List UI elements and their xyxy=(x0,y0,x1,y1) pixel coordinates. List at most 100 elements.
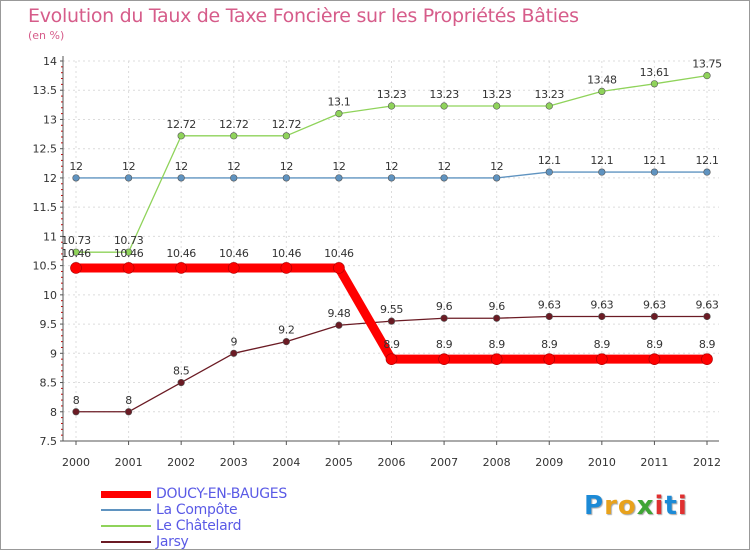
data-label-1: 12.1 xyxy=(696,154,719,167)
legend-swatch-doucy xyxy=(101,491,151,498)
data-label-0: 10.46 xyxy=(219,247,249,260)
series-group xyxy=(70,72,713,416)
data-point-3 xyxy=(493,314,501,322)
data-point-2 xyxy=(703,72,711,80)
x-tick-label: 2011 xyxy=(640,456,668,469)
x-tick-label: 2009 xyxy=(535,456,563,469)
data-point-3 xyxy=(598,312,606,321)
logo-letter: o xyxy=(617,491,637,521)
data-label-1: 12.1 xyxy=(590,154,613,167)
data-point-2 xyxy=(440,102,448,110)
data-label-0: 10.46 xyxy=(61,247,91,260)
data-labels: 8 8 8.5 9 9.2 9.48 9.55 9.6 9.6 9.63 9.63 9.63 9.63 1… xyxy=(61,58,722,407)
data-point-2 xyxy=(335,110,343,118)
data-label-1: 12 xyxy=(280,160,293,173)
data-label-2: 13.1 xyxy=(327,96,350,109)
x-tick-label: 2008 xyxy=(483,456,511,469)
data-point-0 xyxy=(438,353,450,365)
data-label-2: 10.73 xyxy=(114,234,144,247)
y-tick-label: 7.5 xyxy=(40,435,58,448)
legend-swatch-compote xyxy=(101,509,151,511)
data-point-3 xyxy=(440,314,448,322)
unit-label: (en %) xyxy=(28,29,65,42)
data-point-0 xyxy=(648,353,661,365)
data-point-0 xyxy=(333,262,345,274)
data-label-1: 12 xyxy=(437,160,450,173)
data-label-3: 9.6 xyxy=(436,300,453,313)
data-point-1 xyxy=(177,174,185,182)
y-tick-label: 13 xyxy=(43,113,57,126)
data-label-3: 9.63 xyxy=(696,298,719,311)
legend-label-jarsy: Jarsy xyxy=(156,534,189,550)
data-label-0: 8.9 xyxy=(541,338,558,351)
y-tick-label: 10.5 xyxy=(33,260,58,273)
data-label-2: 13.23 xyxy=(535,88,565,101)
legend-item-jarsy: Jarsy xyxy=(101,534,361,550)
data-label-2: 13.23 xyxy=(482,88,512,101)
data-label-2: 13.48 xyxy=(587,73,617,86)
data-point-0 xyxy=(227,262,240,274)
y-tick-label: 9.5 xyxy=(40,318,58,331)
data-point-2 xyxy=(493,102,501,110)
chart-title: Evolution du Taux de Taxe Foncière sur l… xyxy=(28,5,579,27)
data-point-0 xyxy=(490,353,503,365)
data-label-1: 12 xyxy=(332,160,345,173)
legend: DOUCY-EN-BAUGES La Compôte Le Châtelard … xyxy=(101,486,361,550)
x-tick-label: 2004 xyxy=(272,456,300,469)
x-tick-label: 2002 xyxy=(167,456,195,469)
data-label-0: 8.9 xyxy=(646,338,663,351)
logo-letter: r xyxy=(604,491,618,521)
proxiti-logo: Proxiti xyxy=(584,491,688,521)
data-label-2: 12.72 xyxy=(166,118,196,131)
data-label-0: 10.46 xyxy=(166,247,196,260)
x-tick-label: 2007 xyxy=(430,456,458,469)
data-point-3 xyxy=(177,378,185,387)
data-label-0: 8.9 xyxy=(489,338,506,351)
data-label-3: 9 xyxy=(230,335,237,348)
grid-lines xyxy=(63,60,719,441)
data-label-2: 13.23 xyxy=(429,88,459,101)
y-tick-label: 11 xyxy=(43,230,57,243)
data-label-3: 9.63 xyxy=(538,298,561,311)
data-point-3 xyxy=(335,321,343,329)
x-tick-label: 2001 xyxy=(115,456,143,469)
data-label-2: 12.72 xyxy=(272,118,302,131)
data-point-1 xyxy=(545,168,553,176)
data-point-2 xyxy=(230,132,238,140)
data-label-1: 12 xyxy=(122,160,135,173)
data-point-1 xyxy=(335,174,343,182)
data-point-3 xyxy=(230,349,238,357)
data-label-3: 9.48 xyxy=(327,307,350,320)
y-tick-label: 10 xyxy=(43,289,57,302)
data-label-3: 9.6 xyxy=(489,300,506,313)
legend-item-doucy: DOUCY-EN-BAUGES xyxy=(101,486,361,502)
data-point-3 xyxy=(650,312,659,321)
y-tick-label: 11.5 xyxy=(33,201,58,214)
data-point-1 xyxy=(703,168,711,176)
x-tick-label: 2005 xyxy=(325,456,353,469)
y-tick-label: 12 xyxy=(43,172,57,185)
data-point-2 xyxy=(598,87,606,95)
logo-letter: t xyxy=(664,491,678,521)
data-label-0: 10.46 xyxy=(114,247,144,260)
legend-swatch-chatelard xyxy=(101,525,151,527)
data-point-2 xyxy=(650,80,659,88)
data-point-1 xyxy=(598,168,606,176)
y-tick-label: 8.5 xyxy=(40,377,58,390)
data-point-3 xyxy=(72,408,80,416)
legend-item-compote: La Compôte xyxy=(101,502,361,518)
data-label-0: 10.46 xyxy=(272,247,302,260)
x-tick-label: 2000 xyxy=(62,456,90,469)
data-label-1: 12.1 xyxy=(538,154,561,167)
data-point-3 xyxy=(545,312,553,321)
data-point-2 xyxy=(177,132,185,140)
logo-letter: P xyxy=(584,491,605,521)
data-label-1: 12 xyxy=(175,160,188,173)
data-label-2: 13.75 xyxy=(692,58,722,71)
data-label-3: 8 xyxy=(73,394,80,407)
y-tick-label: 8 xyxy=(50,406,57,419)
data-label-1: 12 xyxy=(69,160,82,173)
data-point-3 xyxy=(124,408,133,416)
data-point-2 xyxy=(282,132,290,140)
